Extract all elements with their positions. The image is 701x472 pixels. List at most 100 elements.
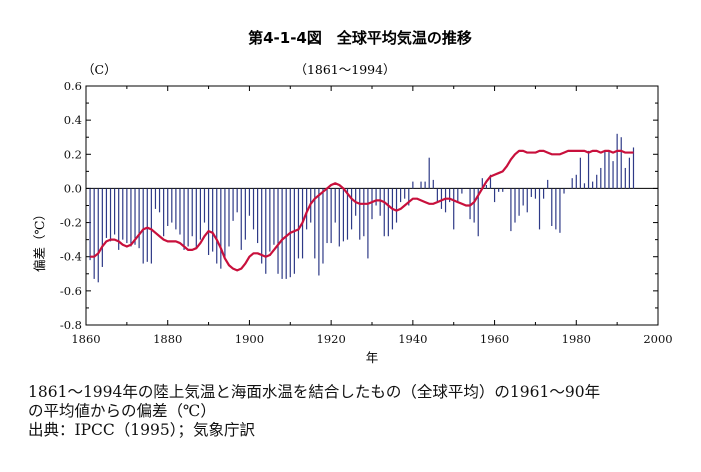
bar-1978 [567, 188, 569, 189]
note-line-1: 1861～1994年の陸上気温と海面水温を結合したもの（全球平均）の1961～9… [28, 383, 601, 401]
bar-1864 [101, 188, 103, 267]
bar-1890 [207, 188, 210, 256]
temperature-chart: 第4-1-4図 全球平均気温の推移 （1861～1994） （C） 年 偏差（℃… [32, 29, 673, 365]
bar-1937 [400, 188, 402, 203]
bar-1941 [416, 188, 418, 189]
bar-1870 [126, 188, 128, 244]
bar-1861 [89, 188, 91, 261]
bar-1989 [612, 161, 614, 189]
bar-1993 [628, 157, 630, 189]
bar-1896 [232, 188, 234, 221]
bar-1868 [118, 188, 120, 250]
bar-1946 [436, 188, 438, 203]
bar-1966 [518, 188, 520, 216]
bar-1964 [510, 188, 512, 232]
bar-1981 [579, 157, 581, 189]
bar-1977 [563, 188, 565, 194]
bar-1906 [273, 188, 275, 245]
bar-1875 [146, 188, 148, 262]
bar-1988 [608, 150, 610, 189]
bar-1902 [257, 188, 259, 244]
x-tick-label: 1860 [71, 332, 100, 346]
bar-1914 [306, 188, 308, 230]
x-axis-label: 年 [366, 350, 379, 365]
x-tick-label: 1880 [153, 332, 182, 346]
bar-1956 [477, 188, 479, 237]
bar-1953 [465, 188, 467, 189]
chart-subtitle: （1861～1994） [294, 62, 395, 77]
bar-1954 [469, 188, 471, 220]
bar-1919 [326, 188, 328, 244]
bar-1943 [424, 181, 426, 189]
bar-1923 [342, 188, 344, 242]
bar-1916 [314, 188, 316, 259]
bar-1938 [404, 188, 406, 199]
bar-1928 [363, 188, 365, 237]
bar-1904 [265, 188, 267, 274]
bar-1903 [261, 188, 263, 264]
bar-1932 [379, 188, 381, 216]
bar-1888 [199, 188, 201, 240]
x-tick-label: 1900 [235, 332, 264, 346]
bar-1951 [457, 188, 459, 203]
bar-1930 [371, 188, 373, 220]
bar-1884 [183, 188, 185, 250]
x-tick-label: 1920 [317, 332, 346, 346]
bar-1968 [526, 188, 528, 213]
bar-1987 [604, 150, 606, 189]
figure-notes: 1861～1994年の陸上気温と海面水温を結合したもの（全球平均）の1961～9… [28, 383, 600, 440]
bar-1892 [216, 188, 218, 264]
bar-1960 [493, 188, 496, 203]
y-tick-label: -0.8 [60, 318, 82, 332]
bar-1939 [408, 188, 410, 206]
bar-1933 [383, 188, 385, 237]
bar-1965 [514, 188, 516, 223]
bar-1899 [244, 188, 246, 240]
bar-1957 [481, 178, 483, 189]
bar-1897 [236, 188, 238, 213]
bar-1863 [97, 188, 99, 283]
bar-1920 [330, 188, 332, 244]
bar-1865 [105, 188, 108, 238]
bar-1983 [587, 150, 590, 189]
bar-1905 [269, 188, 271, 252]
bar-1881 [171, 188, 173, 223]
bar-1900 [248, 188, 251, 216]
bar-1883 [179, 188, 181, 235]
bar-1872 [134, 188, 136, 245]
bar-1927 [359, 188, 361, 240]
bar-1924 [346, 188, 349, 240]
bar-1931 [375, 188, 377, 206]
bar-1950 [453, 188, 455, 230]
y-tick-label: 0.6 [64, 79, 82, 93]
note-line-3: 出典：IPCC（1995）；気象庁訳 [28, 421, 255, 439]
bar-1866 [109, 188, 112, 242]
bar-1974 [551, 188, 553, 226]
bar-1979 [571, 178, 573, 189]
y-tick-label: 0.4 [64, 113, 82, 127]
bar-1975 [555, 188, 557, 230]
bar-1912 [297, 188, 300, 259]
bar-1980 [575, 174, 577, 189]
x-tick-label: 1940 [398, 332, 427, 346]
bar-1961 [498, 188, 500, 192]
bar-1976 [559, 188, 561, 233]
bar-1959 [489, 174, 492, 189]
note-line-2: の平均値からの偏差（℃） [28, 402, 216, 420]
bar-1936 [395, 188, 398, 223]
bar-1880 [167, 188, 169, 226]
bar-1949 [449, 188, 451, 203]
bar-1909 [285, 188, 287, 279]
bar-1962 [502, 188, 504, 192]
y-tick-label: -0.6 [60, 284, 82, 298]
bar-1990 [616, 133, 618, 189]
bar-1921 [334, 188, 336, 223]
x-tick-label: 1960 [480, 332, 509, 346]
bar-1879 [163, 188, 165, 237]
bar-1874 [142, 188, 144, 264]
x-tick-label: 2000 [643, 332, 672, 346]
y-axis-label: 偏差（℃） [32, 208, 47, 272]
bar-1947 [440, 188, 443, 209]
bar-1948 [444, 188, 447, 213]
